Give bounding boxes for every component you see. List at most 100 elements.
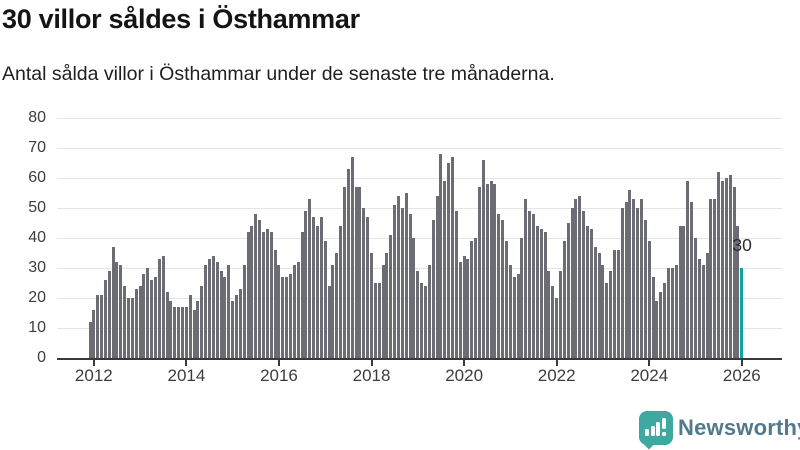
bar [705, 253, 709, 358]
bar [532, 214, 536, 358]
bar [146, 268, 150, 358]
bar [173, 307, 177, 358]
bar [628, 190, 632, 358]
bar [204, 265, 208, 358]
bar [304, 211, 308, 358]
bar [547, 271, 551, 358]
gridline [57, 238, 782, 239]
bar [296, 262, 300, 358]
bar [196, 301, 200, 358]
bar [505, 241, 509, 358]
bar [123, 286, 127, 358]
bar [285, 277, 289, 358]
bar [497, 214, 501, 358]
bar [555, 298, 559, 358]
bar [373, 283, 377, 358]
bar [589, 229, 593, 358]
bar [188, 295, 192, 358]
x-axis-tick [648, 359, 651, 366]
bar [354, 187, 358, 358]
x-axis-label: 2018 [352, 366, 391, 385]
bar [470, 241, 474, 358]
bar [481, 160, 485, 358]
bar [528, 211, 532, 358]
bar [157, 259, 161, 358]
bar [227, 265, 231, 358]
bar [539, 229, 543, 358]
bar [119, 265, 123, 358]
bar [593, 247, 597, 358]
bar [647, 241, 651, 358]
newsworthy-logo[interactable]: Newsworthy [639, 408, 800, 450]
bar [609, 271, 613, 358]
bar [559, 271, 563, 358]
bar [242, 265, 246, 358]
bar [312, 217, 316, 358]
x-axis-label: 2012 [74, 366, 113, 385]
bar [462, 256, 466, 358]
y-axis-label: 40 [28, 229, 46, 246]
newsworthy-chart-icon [639, 411, 673, 445]
bar [601, 265, 605, 358]
bar [670, 268, 674, 358]
bar [454, 211, 458, 358]
bar [331, 265, 335, 358]
bar [100, 295, 104, 358]
bar [416, 271, 420, 358]
bar [516, 274, 520, 358]
bar [262, 232, 266, 358]
bar [578, 196, 582, 358]
bar [582, 211, 586, 358]
bar [694, 238, 698, 358]
bar [154, 277, 158, 358]
bar [721, 181, 725, 358]
bar [717, 172, 721, 358]
bar [400, 208, 404, 358]
bar [520, 238, 524, 358]
y-axis-label: 70 [28, 139, 46, 156]
bar [674, 265, 678, 358]
bar [273, 250, 277, 358]
x-axis-label: 2014 [167, 366, 206, 385]
y-axis-label: 60 [28, 169, 46, 186]
bar [389, 235, 393, 358]
gridline [57, 178, 782, 179]
bar [412, 238, 416, 358]
x-axis-tick [370, 359, 373, 366]
x-axis-label: 2026 [722, 366, 761, 385]
bar [161, 256, 165, 358]
bar [142, 274, 146, 358]
bar [215, 262, 219, 358]
bar [562, 241, 566, 358]
bar [281, 277, 285, 358]
bar [385, 253, 389, 358]
bar [208, 259, 212, 358]
bar [489, 181, 493, 358]
bar [316, 226, 320, 358]
bar [651, 277, 655, 358]
bar [682, 226, 686, 358]
bar [300, 232, 304, 358]
gridline [57, 118, 782, 119]
bar [165, 292, 169, 358]
bar [709, 199, 713, 358]
bar [713, 199, 717, 358]
bar [138, 286, 142, 358]
gridline [57, 148, 782, 149]
bar [358, 187, 362, 358]
bar [632, 199, 636, 358]
bar [211, 256, 215, 358]
x-axis-tick [185, 359, 188, 366]
bar [508, 265, 512, 358]
bar [254, 214, 258, 358]
x-axis-tick [740, 359, 743, 366]
bar [586, 226, 590, 358]
bar [115, 262, 119, 358]
bar [289, 274, 293, 358]
bar [551, 286, 555, 358]
bar [701, 265, 705, 358]
bar [323, 241, 327, 358]
gridline [57, 268, 782, 269]
y-axis-label: 20 [28, 289, 46, 306]
